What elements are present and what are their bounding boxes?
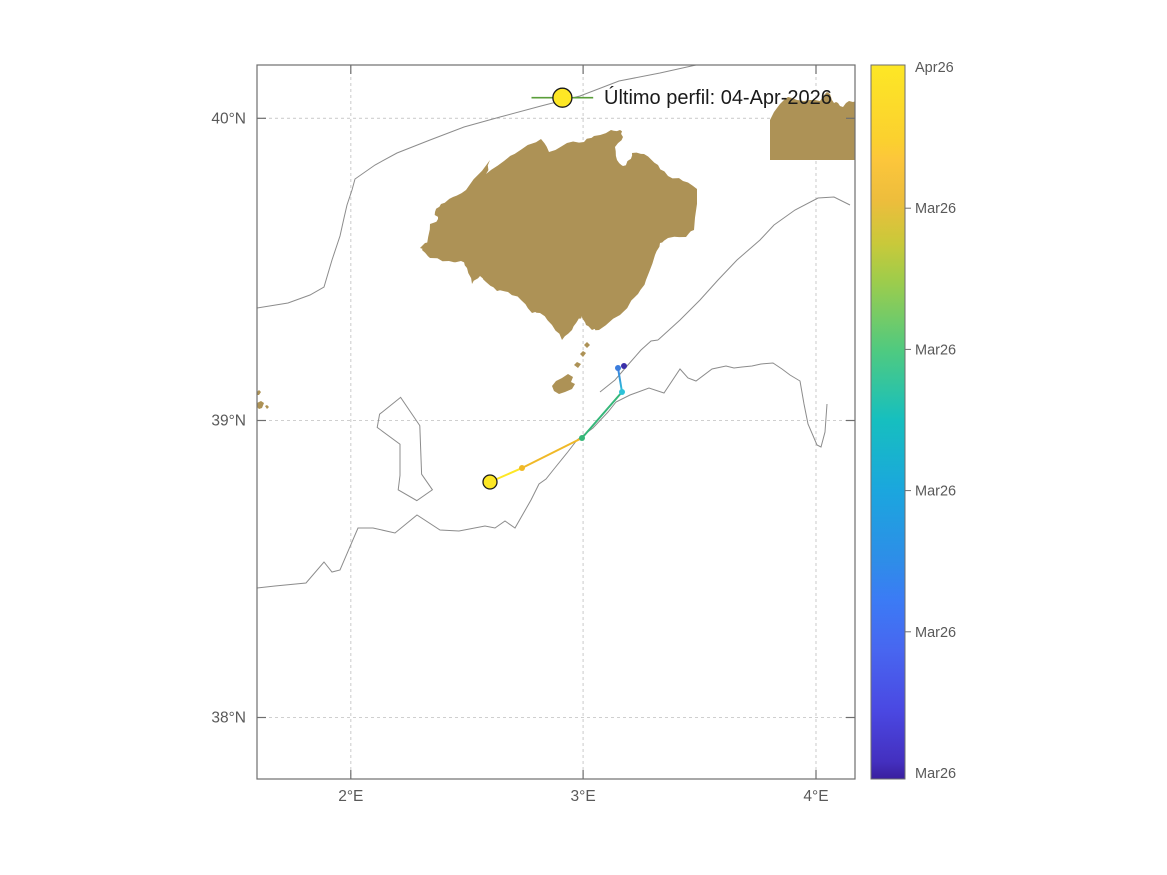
svg-text:Último perfil: 04-Apr-2026: Último perfil: 04-Apr-2026 — [604, 86, 832, 109]
svg-text:3°E: 3°E — [571, 788, 596, 805]
svg-text:Apr26: Apr26 — [915, 60, 954, 76]
svg-text:Mar26: Mar26 — [915, 342, 956, 358]
svg-text:Mar26: Mar26 — [915, 625, 956, 641]
svg-text:Mar26: Mar26 — [915, 484, 956, 500]
svg-text:39°N: 39°N — [211, 413, 246, 430]
svg-text:38°N: 38°N — [211, 710, 246, 727]
svg-text:40°N: 40°N — [211, 111, 246, 128]
svg-text:4°E: 4°E — [803, 788, 828, 805]
svg-text:2°E: 2°E — [338, 788, 363, 805]
svg-text:Mar26: Mar26 — [915, 766, 956, 782]
svg-text:Mar26: Mar26 — [915, 201, 956, 217]
